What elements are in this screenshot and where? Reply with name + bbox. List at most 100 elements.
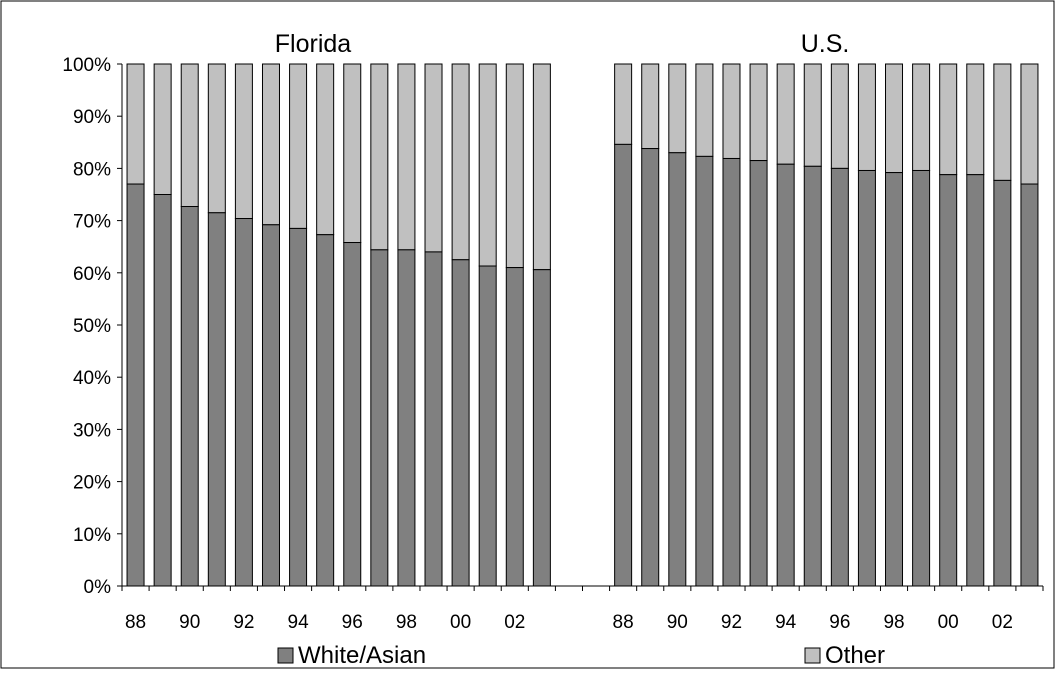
bar-other-florida-92 [234, 63, 253, 220]
bar-white-asian-us-88 [614, 143, 633, 587]
bar-white-asian-florida-99 [424, 251, 443, 587]
bar-other-us-01 [966, 63, 985, 176]
bar-other-florida-94 [289, 63, 308, 229]
bar-white-asian-florida-92 [234, 218, 253, 587]
bar-white-asian-florida-00 [451, 259, 470, 587]
bar-white-asian-us-89 [641, 148, 660, 587]
bar-other-florida-95 [316, 63, 335, 236]
legend-swatch-white-asian [277, 647, 294, 664]
bar-other-florida-90 [180, 63, 199, 208]
bar-white-asian-florida-94 [289, 227, 308, 587]
x-tick-label-florida: 02 [504, 612, 525, 633]
bar-white-asian-us-93 [749, 160, 768, 587]
legend-label-white-asian: White/Asian [298, 642, 426, 669]
labels-layer: 0% 10% 20% 30% 40% 50% 60% 70% 80% 90% 100% 88 90 92 9… [62, 55, 1013, 633]
bar-other-us-94 [776, 63, 795, 165]
bar-other-us-93 [749, 63, 768, 162]
bar-other-us-88 [614, 63, 633, 145]
y-tick-label: 60% [73, 264, 111, 285]
bar-white-asian-us-03 [1020, 183, 1039, 587]
bar-white-asian-us-94 [776, 163, 795, 587]
bar-white-asian-florida-89 [153, 194, 172, 587]
bar-other-florida-01 [478, 63, 497, 267]
bar-white-asian-us-00 [939, 174, 958, 587]
x-tick-label-us: 92 [721, 612, 742, 633]
bar-other-florida-03 [532, 63, 551, 271]
x-tick-label-florida: 96 [342, 612, 363, 633]
legend-label-other: Other [825, 642, 885, 669]
bar-other-florida-97 [370, 63, 389, 251]
bar-other-us-99 [912, 63, 931, 171]
bar-other-us-98 [885, 63, 904, 174]
x-tick-label-us: 02 [992, 612, 1013, 633]
x-tick-label-us: 98 [883, 612, 904, 633]
x-tick-label-florida: 92 [233, 612, 254, 633]
bar-white-asian-florida-97 [370, 249, 389, 587]
bar-other-us-95 [803, 63, 822, 167]
bar-white-asian-us-96 [830, 167, 849, 587]
bar-white-asian-florida-98 [397, 249, 416, 587]
bar-other-florida-99 [424, 63, 443, 253]
bar-other-us-03 [1020, 63, 1039, 185]
bar-white-asian-florida-01 [478, 265, 497, 587]
bar-white-asian-florida-03 [532, 269, 551, 587]
bar-white-asian-florida-02 [505, 267, 524, 587]
bar-white-asian-us-01 [966, 174, 985, 587]
bar-other-us-90 [668, 63, 687, 154]
bar-other-us-92 [722, 63, 741, 159]
x-tick-label-us: 94 [775, 612, 797, 633]
axes-layer [117, 63, 1044, 591]
bar-white-asian-us-92 [722, 157, 741, 587]
group-title-us: U.S. [801, 30, 850, 58]
x-tick-label-florida: 98 [396, 612, 417, 633]
bar-white-asian-us-90 [668, 152, 687, 587]
bars-layer [126, 63, 1039, 587]
bar-white-asian-florida-90 [180, 206, 199, 587]
y-tick-label: 30% [73, 420, 111, 441]
y-tick-label: 70% [73, 212, 111, 233]
bar-white-asian-us-95 [803, 165, 822, 587]
x-tick-label-us: 00 [938, 612, 959, 633]
y-tick-label: 100% [62, 55, 111, 76]
y-tick-label: 10% [73, 525, 111, 546]
bar-white-asian-us-99 [912, 169, 931, 587]
bar-other-florida-00 [451, 63, 470, 261]
bar-other-us-97 [857, 63, 876, 171]
bar-other-florida-93 [261, 63, 280, 226]
bar-other-florida-98 [397, 63, 416, 251]
bar-white-asian-florida-95 [316, 234, 335, 587]
bar-white-asian-us-02 [993, 179, 1012, 587]
bar-white-asian-florida-96 [343, 242, 362, 587]
bar-other-florida-89 [153, 63, 172, 195]
x-tick-label-florida: 94 [288, 612, 310, 633]
bar-other-florida-02 [505, 63, 524, 269]
bar-white-asian-us-91 [695, 155, 714, 587]
bar-white-asian-florida-91 [207, 212, 226, 587]
bar-white-asian-florida-88 [126, 183, 145, 587]
bar-white-asian-florida-93 [261, 224, 280, 587]
bar-white-asian-us-97 [857, 169, 876, 587]
y-tick-label: 20% [73, 473, 111, 494]
x-tick-label-florida: 00 [450, 612, 471, 633]
legend: White/Asian Other [277, 642, 885, 669]
bar-other-us-02 [993, 63, 1012, 181]
y-tick-label: 40% [73, 368, 111, 389]
x-tick-label-us: 88 [613, 612, 634, 633]
x-tick-label-us: 96 [829, 612, 850, 633]
y-tick-label: 50% [73, 316, 111, 337]
x-tick-label-florida: 88 [125, 612, 146, 633]
x-tick-label-florida: 90 [179, 612, 200, 633]
bar-other-us-91 [695, 63, 714, 157]
bar-other-us-96 [830, 63, 849, 169]
bar-other-us-89 [641, 63, 660, 150]
y-tick-label: 80% [73, 159, 111, 180]
group-title-florida: Florida [275, 30, 352, 58]
y-tick-label: 0% [84, 577, 112, 598]
bar-other-florida-96 [343, 63, 362, 244]
bar-other-florida-91 [207, 63, 226, 214]
bar-other-us-00 [939, 63, 958, 176]
bar-other-florida-88 [126, 63, 145, 185]
